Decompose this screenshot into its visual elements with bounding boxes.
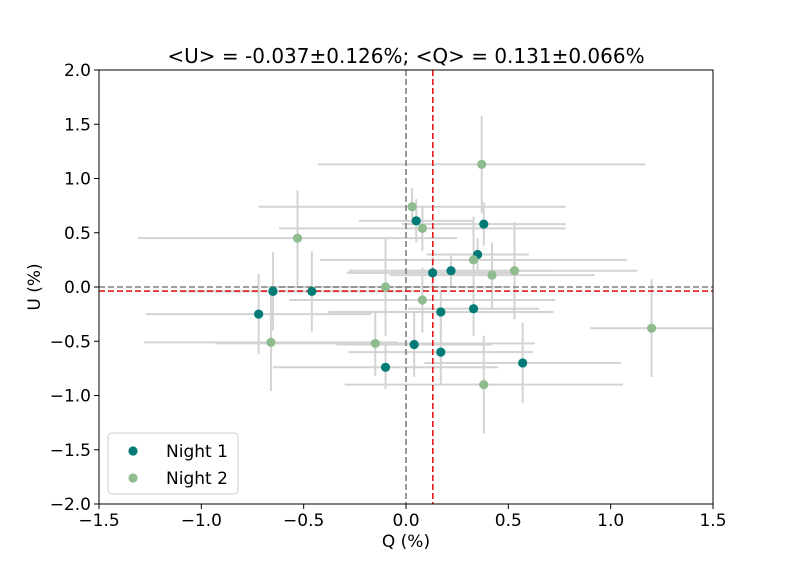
data-point-night-1 bbox=[428, 268, 438, 278]
data-point-night-2 bbox=[479, 380, 489, 390]
data-point-night-2 bbox=[647, 323, 657, 333]
data-point-night-2 bbox=[468, 255, 479, 265]
data-point-night-1 bbox=[409, 339, 419, 350]
legend-marker bbox=[128, 473, 138, 483]
data-point-night-2 bbox=[370, 338, 380, 349]
data-point-night-2 bbox=[292, 233, 303, 243]
legend-label: Night 2 bbox=[166, 469, 228, 489]
data-point-night-1 bbox=[436, 347, 446, 357]
y-tick-label: −1.5 bbox=[50, 441, 91, 461]
chart-title: <U> = -0.037±0.126%; <Q> = 0.131±0.066% bbox=[167, 44, 644, 68]
data-point-night-2 bbox=[477, 159, 487, 169]
x-axis-label: Q (%) bbox=[382, 532, 430, 552]
data-point-night-2 bbox=[509, 266, 520, 276]
data-point-night-1 bbox=[468, 304, 479, 314]
x-tick-label: 1.0 bbox=[597, 511, 624, 531]
y-tick-label: 2.0 bbox=[64, 61, 91, 81]
y-tick-label: −0.5 bbox=[50, 332, 91, 352]
data-point-night-2 bbox=[266, 337, 276, 347]
data-point-night-1 bbox=[518, 358, 528, 368]
y-axis-label: U (%) bbox=[25, 263, 45, 310]
y-tick-label: 0.5 bbox=[64, 224, 91, 244]
x-tick-label: −1.5 bbox=[78, 511, 119, 531]
data-point-night-2 bbox=[417, 295, 427, 305]
x-tick-label: −1.0 bbox=[181, 511, 222, 531]
data-point-night-1 bbox=[268, 286, 278, 296]
x-tick-label: −0.5 bbox=[283, 511, 324, 531]
data-point-night-2 bbox=[380, 282, 391, 292]
legend: Night 1 Night 2 bbox=[107, 432, 239, 495]
y-tick-label: 1.0 bbox=[64, 170, 91, 190]
data-point-night-1 bbox=[436, 307, 446, 317]
x-tick-label: 1.5 bbox=[699, 511, 726, 531]
legend-box bbox=[107, 432, 239, 495]
y-axis: −2.0 −1.5 −1.0 −0.5 0.0 0.5 1.0 1.5 2.0 bbox=[50, 61, 99, 515]
data-point-night-1 bbox=[254, 309, 264, 319]
data-point-night-1 bbox=[307, 286, 317, 296]
x-tick-label: 0.5 bbox=[495, 511, 522, 531]
x-axis: −1.5 −1.0 −0.5 0.0 0.5 1.0 1.5 bbox=[78, 504, 727, 531]
x-tick-label: 0.0 bbox=[392, 511, 419, 531]
data-point-night-1 bbox=[380, 362, 391, 372]
y-tick-label: 0.0 bbox=[64, 278, 91, 298]
data-point-night-1 bbox=[446, 266, 456, 276]
y-tick-label: 1.5 bbox=[64, 115, 91, 135]
data-point-night-2 bbox=[407, 202, 417, 212]
points-layer bbox=[254, 159, 657, 390]
y-tick-label: −2.0 bbox=[50, 495, 91, 515]
data-point-night-1 bbox=[479, 219, 489, 229]
legend-label: Night 1 bbox=[166, 442, 228, 462]
reference-lines-layer bbox=[99, 70, 713, 504]
y-tick-label: −1.0 bbox=[50, 387, 91, 407]
legend-marker bbox=[128, 446, 138, 456]
data-point-night-2 bbox=[417, 223, 427, 234]
data-point-night-1 bbox=[411, 216, 421, 226]
data-point-night-2 bbox=[487, 270, 497, 280]
